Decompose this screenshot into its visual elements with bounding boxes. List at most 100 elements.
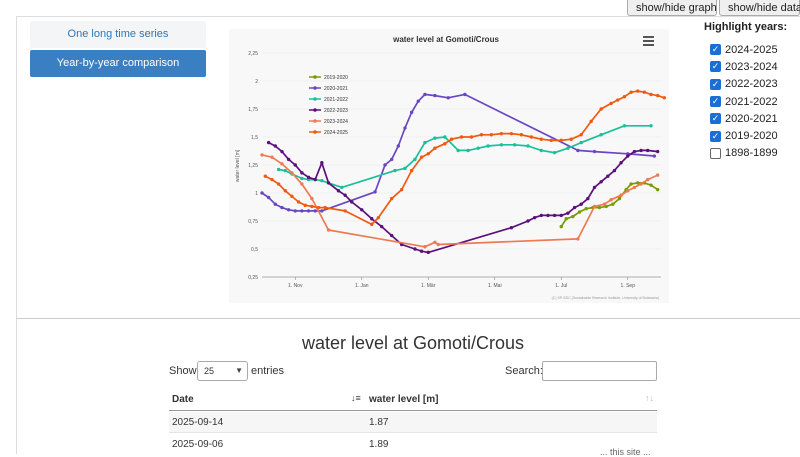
data-point[interactable] [617,196,622,201]
data-point[interactable] [559,224,563,229]
data-point[interactable] [323,205,327,210]
data-point[interactable] [636,181,640,185]
data-point[interactable] [499,143,504,147]
data-point[interactable] [526,219,530,223]
data-point[interactable] [539,148,543,153]
data-point[interactable] [340,185,344,190]
data-point[interactable] [632,149,637,154]
data-point[interactable] [509,131,514,136]
highlight-year-2019-2020[interactable]: ✓ 2019-2020 [710,127,778,144]
data-point[interactable] [310,196,314,201]
series-2024-2025[interactable] [263,89,667,227]
data-point[interactable] [476,146,480,150]
data-point[interactable] [436,242,440,247]
data-point[interactable] [629,90,633,94]
data-point[interactable] [320,209,324,213]
data-point[interactable] [283,189,287,193]
data-point[interactable] [602,202,607,206]
show-hide-data-button[interactable]: show/hide data [719,0,800,16]
data-point[interactable] [303,203,307,208]
data-point[interactable] [459,135,464,139]
hamburger-menu-icon[interactable] [643,36,654,46]
data-point[interactable] [655,173,660,177]
data-point[interactable] [370,217,374,221]
data-point[interactable] [526,144,530,148]
data-point[interactable] [403,126,407,130]
data-point[interactable] [576,237,580,241]
data-point[interactable] [579,202,583,206]
data-point[interactable] [313,209,317,213]
data-point[interactable] [296,200,301,204]
highlight-year-2020-2021[interactable]: ✓ 2020-2021 [710,110,778,127]
data-point[interactable] [466,148,470,153]
data-point[interactable] [280,162,284,166]
data-point[interactable] [622,124,627,128]
data-point[interactable] [276,167,281,172]
data-point[interactable] [539,137,543,141]
data-point[interactable] [336,189,341,193]
data-point[interactable] [652,154,657,158]
data-point[interactable] [413,247,417,251]
year-by-year-comparison-button[interactable]: Year-by-year comparison [30,50,206,77]
data-point[interactable] [300,182,304,186]
data-point[interactable] [423,92,427,97]
data-point[interactable] [320,161,324,165]
data-point[interactable] [266,140,271,145]
data-point[interactable] [576,148,580,153]
data-point[interactable] [293,209,297,213]
data-point[interactable] [286,157,291,162]
data-point[interactable] [579,133,583,137]
data-point[interactable] [313,177,317,182]
legend-item-2020-2021[interactable]: 2020-2021 [309,86,348,92]
data-point[interactable] [270,155,274,159]
data-point[interactable] [443,135,447,139]
data-point[interactable] [559,213,563,218]
data-point[interactable] [662,96,667,100]
data-point[interactable] [326,181,331,185]
data-point[interactable] [636,89,640,93]
show-hide-graph-button[interactable]: show/hide graph [627,0,717,16]
data-point[interactable] [326,228,331,232]
data-point[interactable] [290,171,294,175]
data-point[interactable] [343,193,347,197]
data-point[interactable] [612,168,617,173]
data-point[interactable] [626,189,630,193]
data-point[interactable] [499,131,504,136]
data-point[interactable] [584,206,588,211]
data-point[interactable] [370,222,374,227]
entries-per-page-select[interactable]: 25 ▼ [197,361,248,381]
data-point[interactable] [566,211,570,215]
data-point[interactable] [592,204,597,209]
data-point[interactable] [552,213,557,218]
data-point[interactable] [260,153,264,157]
data-point[interactable] [433,240,437,244]
column-header-water-level[interactable]: water level [m] [369,394,439,405]
data-point[interactable] [343,209,347,213]
checkbox[interactable]: ✓ [710,113,721,125]
data-point[interactable] [549,138,553,143]
data-point[interactable] [409,110,414,115]
data-point[interactable] [456,148,460,153]
data-point[interactable] [566,146,570,150]
data-point[interactable] [626,154,630,158]
data-point[interactable] [469,135,474,139]
data-point[interactable] [389,157,394,162]
data-point[interactable] [263,174,268,178]
data-point[interactable] [552,150,557,155]
data-point[interactable] [409,168,414,173]
data-point[interactable] [300,171,304,175]
data-point[interactable] [629,182,633,186]
chart-legend[interactable]: 2019-2020 2020-2021 2021-2022 2022-2023 2023… [309,75,348,136]
data-point[interactable] [280,205,284,210]
data-point[interactable] [433,146,437,150]
checkbox[interactable]: ✓ [710,61,721,73]
data-point[interactable] [632,185,637,190]
data-point[interactable] [426,250,430,255]
data-point[interactable] [592,185,597,190]
series-2020-2021[interactable] [260,92,657,213]
data-point[interactable] [293,163,297,167]
data-point[interactable] [642,90,647,94]
data-point[interactable] [300,176,304,181]
data-point[interactable] [320,178,324,183]
data-point[interactable] [273,144,277,148]
